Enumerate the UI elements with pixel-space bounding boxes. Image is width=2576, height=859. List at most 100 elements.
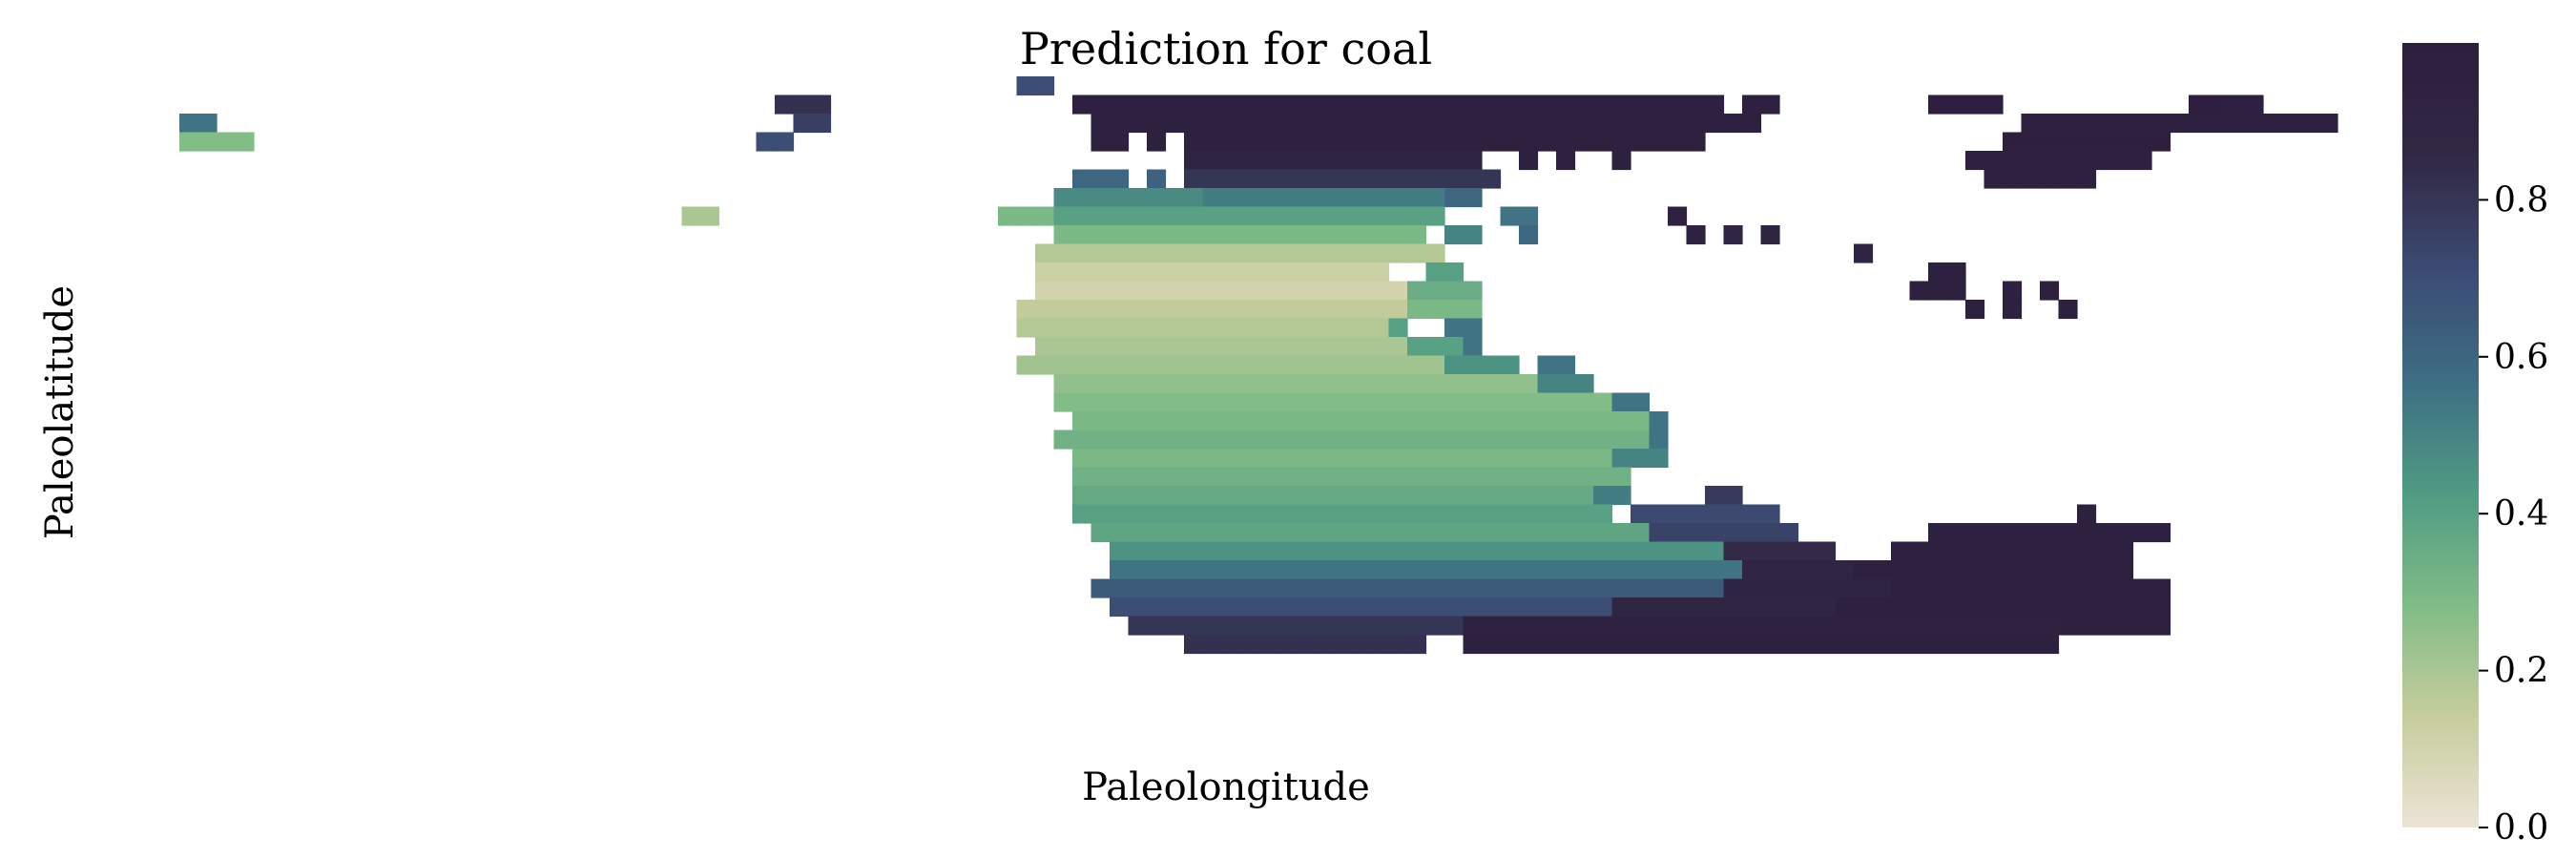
heatmap-cell [1482, 504, 1502, 524]
heatmap-cell [1221, 169, 1241, 189]
heatmap-cell [1165, 560, 1185, 580]
heatmap-cell [1296, 300, 1316, 320]
heatmap-cell [1593, 504, 1613, 524]
heatmap-cell [1631, 560, 1651, 580]
heatmap-cell [1388, 318, 1408, 338]
heatmap-cell [2095, 132, 2115, 152]
heatmap-cell [1221, 281, 1241, 301]
heatmap-cell [1147, 169, 1167, 189]
heatmap-cell [1370, 132, 1390, 152]
heatmap-cell [1202, 206, 1222, 226]
heatmap-cell [1556, 132, 1576, 152]
heatmap-cell [1835, 597, 1855, 618]
heatmap-cell [1128, 392, 1148, 412]
heatmap-cell [1314, 169, 1334, 189]
heatmap-cell [2318, 114, 2338, 134]
heatmap-cell [1779, 635, 1799, 655]
heatmap-cell [1165, 467, 1185, 487]
heatmap-cell [1202, 355, 1222, 375]
heatmap-cell [1296, 541, 1316, 561]
heatmap-cell [1202, 467, 1222, 487]
heatmap-cell [1277, 597, 1297, 618]
heatmap-cell [1946, 578, 1966, 598]
heatmap-cell [1314, 374, 1334, 394]
heatmap-cell [1091, 94, 1111, 115]
heatmap-cell [1128, 578, 1148, 598]
heatmap-cell [1928, 597, 1948, 618]
heatmap-cell [1797, 616, 1818, 636]
heatmap-cell [1091, 374, 1111, 394]
heatmap-cell [1184, 188, 1204, 208]
heatmap-cell [1072, 449, 1092, 469]
heatmap-cell [1370, 243, 1390, 263]
heatmap-cell [1519, 114, 1539, 134]
heatmap-cell [1277, 560, 1297, 580]
heatmap-cell [1370, 486, 1390, 506]
heatmap-cell [2207, 94, 2227, 115]
heatmap-cell [2040, 523, 2060, 543]
heatmap-cell [1519, 541, 1539, 561]
heatmap-cell [1649, 597, 1669, 618]
heatmap-cell [1221, 318, 1241, 338]
heatmap-cell [1370, 225, 1390, 245]
heatmap-cell [1184, 449, 1204, 469]
heatmap-cell [1463, 114, 1483, 134]
heatmap-cell [1147, 411, 1167, 431]
heatmap-cell [2021, 132, 2041, 152]
heatmap-cell [1463, 560, 1483, 580]
heatmap-cell [1184, 225, 1204, 245]
heatmap-cell [1277, 616, 1297, 636]
heatmap-cell [1574, 94, 1594, 115]
heatmap-cell [1556, 411, 1576, 431]
heatmap-cell [1091, 355, 1111, 375]
heatmap-cell [1742, 635, 1762, 655]
heatmap-cell [1463, 151, 1483, 171]
heatmap-cell [1482, 597, 1502, 618]
heatmap-cell [1482, 486, 1502, 506]
heatmap-cell [1184, 392, 1204, 412]
heatmap-cell [1537, 449, 1557, 469]
heatmap-cell [1593, 132, 1613, 152]
heatmap-cell [1631, 523, 1651, 543]
heatmap-cell [1574, 597, 1594, 618]
heatmap-cell [1296, 132, 1316, 152]
heatmap-cell [1519, 225, 1539, 245]
heatmap-cell [1202, 597, 1222, 618]
heatmap-cell [1984, 523, 2004, 543]
heatmap-cell [1835, 635, 1855, 655]
heatmap-cell [1742, 597, 1762, 618]
heatmap-cell [1333, 578, 1353, 598]
heatmap-cell [1277, 132, 1297, 152]
heatmap-cell [1668, 635, 1688, 655]
heatmap-cell [1165, 355, 1185, 375]
heatmap-cell [1928, 541, 1948, 561]
heatmap-cell [1110, 114, 1130, 134]
heatmap-cell [1388, 206, 1408, 226]
heatmap-cell [1072, 206, 1092, 226]
heatmap-cell [1184, 337, 1204, 357]
heatmap-cell [1239, 169, 1259, 189]
heatmap-cell [1928, 635, 1948, 655]
heatmap-cell [2040, 114, 2060, 134]
heatmap-cell [1519, 523, 1539, 543]
heatmap-cell [1202, 114, 1222, 134]
heatmap-cell [1407, 449, 1427, 469]
heatmap-cell [1686, 578, 1706, 598]
heatmap-cell [1239, 523, 1259, 543]
heatmap-cell [793, 94, 813, 115]
heatmap-cell [1296, 355, 1316, 375]
heatmap-cell [2021, 523, 2041, 543]
heatmap-cell [2077, 541, 2097, 561]
heatmap-cell [1425, 616, 1445, 636]
heatmap-cell [1965, 151, 1985, 171]
heatmap-cell [1351, 262, 1371, 283]
heatmap-cell [1556, 467, 1576, 487]
heatmap-cell [1537, 114, 1557, 134]
heatmap-cell [1574, 486, 1594, 506]
heatmap-cell [2003, 635, 2023, 655]
heatmap-cell [1296, 337, 1316, 357]
heatmap-cell [1128, 262, 1148, 283]
heatmap-cell [1165, 523, 1185, 543]
heatmap-cell [2040, 541, 2060, 561]
heatmap-cell [2003, 560, 2023, 580]
